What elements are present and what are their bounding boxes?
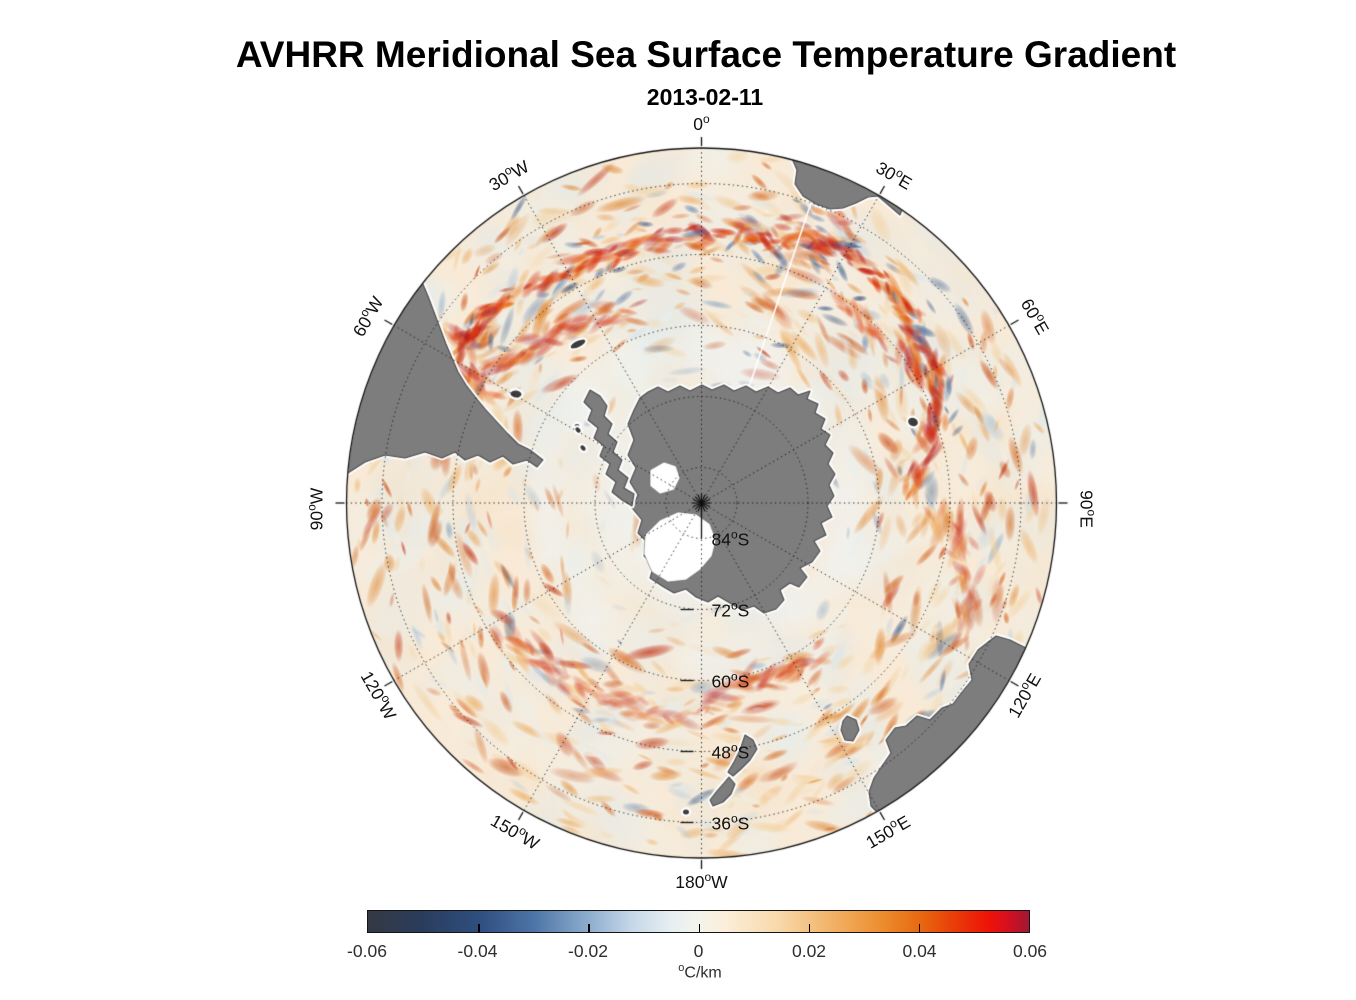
lat-label-36s: 36oS	[712, 812, 750, 834]
lat-label-72s: 72oS	[712, 599, 750, 621]
colorbar-tick-label--0.06: -0.06	[347, 941, 387, 961]
colorbar-tick	[478, 924, 480, 932]
lon-label-30e: 30oE	[873, 156, 917, 194]
lat-label-84s: 84oS	[712, 528, 750, 550]
lon-label-90w: 90oW	[305, 487, 327, 530]
lon-label-60e: 60oE	[1017, 294, 1055, 338]
colorbar-tick-label-0.04: 0.04	[902, 941, 937, 961]
colorbar-unit-label: oC/km	[678, 962, 722, 982]
chart-subtitle: 2013-02-11	[646, 84, 764, 110]
colorbar	[367, 910, 1030, 933]
lat-label-60s: 60oS	[712, 670, 750, 692]
lat-label-48s: 48oS	[712, 741, 750, 763]
chart-title: AVHRR Meridional Sea Surface Temperature…	[235, 34, 1177, 75]
lon-label-180w: 180oW	[675, 870, 728, 892]
lon-label-60w: 60oW	[347, 292, 388, 340]
colorbar-tick	[698, 924, 701, 932]
lon-label-150w: 150oW	[487, 809, 544, 854]
colorbar-tick-label--0.04: -0.04	[457, 941, 498, 961]
lon-label-30w: 30oW	[485, 154, 533, 195]
colorbar-tick	[808, 924, 811, 932]
colorbar-tick	[918, 924, 921, 932]
colorbar-tick-label--0.02: -0.02	[568, 941, 608, 961]
colorbar-tick-label-0.02: 0.02	[791, 941, 827, 961]
colorbar-tick-label-0: 0	[693, 941, 704, 961]
lon-label-90e: 90oE	[1077, 490, 1099, 528]
lon-label-150e: 150oE	[861, 810, 913, 853]
lon-label-120e: 120oE	[1002, 669, 1045, 721]
colorbar-tick-label-0.06: 0.06	[1012, 941, 1048, 961]
colorbar-tick	[588, 924, 590, 932]
lon-label-120w: 120oW	[357, 667, 402, 724]
lon-label-0: 0o	[693, 112, 710, 134]
